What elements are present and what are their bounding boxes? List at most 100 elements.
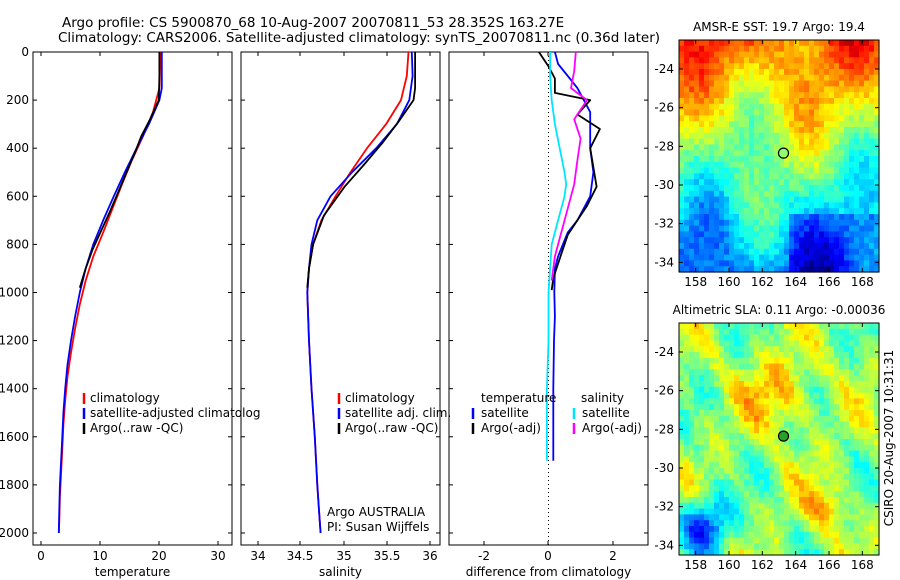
map-cell: [804, 63, 810, 70]
map-cell: [704, 248, 710, 256]
map-cell: [769, 144, 775, 151]
map-cell: [864, 86, 870, 93]
map-cell: [794, 156, 800, 163]
map-cell: [814, 254, 820, 261]
map-cell: [834, 45, 840, 53]
map-cell: [764, 415, 770, 423]
map-cell: [854, 219, 860, 227]
map-cell: [829, 179, 835, 186]
map-cell: [704, 404, 710, 411]
map-cell: [869, 63, 875, 70]
map-cell: [779, 219, 785, 227]
map-cell: [794, 80, 800, 87]
map-cell: [754, 69, 760, 76]
map-cell: [834, 398, 840, 405]
map-cell: [809, 497, 815, 504]
map-cell: [869, 508, 875, 515]
map-cell: [864, 69, 870, 76]
map-cell: [874, 462, 880, 469]
map-cell: [859, 103, 865, 111]
map-cell: [714, 502, 720, 510]
map-cell: [719, 462, 725, 469]
y-tick-label: -32: [654, 500, 674, 514]
map-cell: [864, 98, 870, 105]
map-cell: [724, 115, 730, 122]
map-cell: [819, 127, 825, 134]
map-cell: [689, 479, 695, 486]
map-cell: [699, 231, 705, 238]
map-cell: [814, 549, 820, 556]
map-cell: [759, 167, 765, 174]
map-cell: [784, 415, 790, 423]
map-cell: [849, 173, 855, 180]
map-cell: [704, 433, 710, 440]
map-cell: [709, 132, 715, 140]
map-cell: [694, 266, 700, 273]
map-cell: [789, 520, 795, 527]
map-cell: [739, 156, 745, 163]
map-cell: [794, 219, 800, 227]
map-cell: [819, 115, 825, 122]
map-cell: [729, 497, 735, 504]
map-cell: [819, 173, 825, 180]
map-cell: [699, 190, 705, 198]
map-cell: [694, 156, 700, 163]
map-cell: [789, 485, 795, 492]
map-cell: [769, 45, 775, 53]
map-cell: [689, 323, 695, 330]
map-cell: [824, 346, 830, 353]
map-cell: [764, 214, 770, 221]
map-cell: [819, 138, 825, 145]
map-cell: [864, 352, 870, 359]
map-cell: [789, 115, 795, 122]
map-cell: [694, 144, 700, 151]
map-cell: [759, 381, 765, 388]
map-cell: [749, 132, 755, 140]
map-cell: [794, 531, 800, 539]
map-cell: [869, 127, 875, 134]
map-cell: [819, 369, 825, 376]
map-cell: [799, 450, 805, 457]
map-cell: [854, 190, 860, 198]
map-cell: [849, 526, 855, 533]
map-cell: [814, 357, 820, 365]
map-cell: [874, 439, 880, 446]
map-cell: [724, 214, 730, 221]
map-cell: [839, 45, 845, 53]
map-cell: [759, 237, 765, 244]
map-cell: [829, 381, 835, 388]
map-cell: [779, 404, 785, 411]
map-cell: [739, 74, 745, 82]
map-cell: [809, 57, 815, 64]
map-cell: [719, 531, 725, 539]
map-cell: [859, 381, 865, 388]
map-cell: [874, 179, 880, 186]
map-cell: [744, 156, 750, 163]
map-cell: [764, 69, 770, 76]
map-cell: [679, 386, 685, 394]
map-cell: [749, 508, 755, 515]
map-cell: [814, 127, 820, 134]
map-cell: [829, 549, 835, 556]
map-cell: [679, 231, 685, 238]
map-cell: [789, 468, 795, 475]
map-cell: [684, 266, 690, 273]
map-cell: [774, 57, 780, 64]
map-cell: [854, 357, 860, 365]
map-cell: [764, 334, 770, 341]
map-cell: [759, 103, 765, 111]
map-cell: [734, 543, 740, 550]
map-cell: [754, 127, 760, 134]
map-cell: [834, 144, 840, 151]
map-cell: [864, 346, 870, 353]
map-cell: [804, 392, 810, 399]
map-cell: [874, 328, 880, 336]
map-cell: [799, 497, 805, 504]
map-cell: [799, 473, 805, 481]
map-cell: [689, 57, 695, 64]
map-cell: [789, 138, 795, 145]
map-cell: [769, 69, 775, 76]
map-cell: [709, 410, 715, 417]
map-cell: [759, 45, 765, 53]
map-cell: [799, 323, 805, 330]
